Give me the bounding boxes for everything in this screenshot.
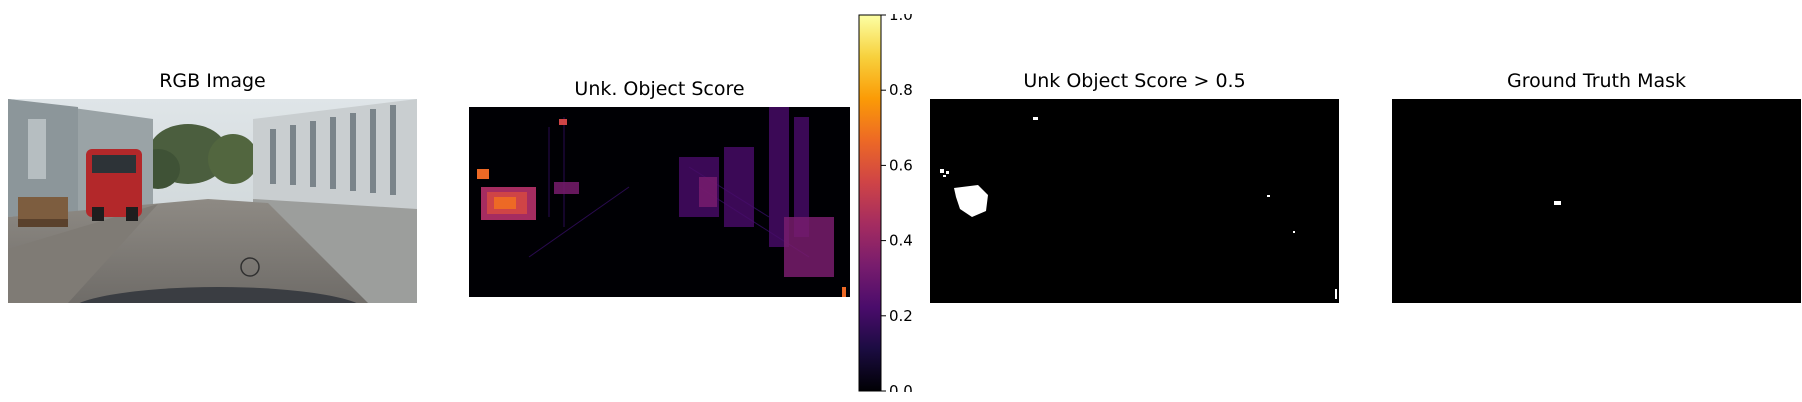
threshold-map bbox=[930, 99, 1339, 303]
threshold-map-title: Unk Object Score > 0.5 bbox=[930, 70, 1339, 92]
threshold-map-canvas bbox=[930, 99, 1339, 303]
ground-truth-canvas bbox=[1392, 99, 1801, 303]
rgb-image-canvas bbox=[8, 99, 417, 303]
colorbar-tick-label: 0.8 bbox=[889, 81, 913, 99]
score-heatmap bbox=[469, 107, 850, 297]
score-heatmap-canvas bbox=[469, 107, 850, 297]
colorbar-tick-label: 0.2 bbox=[889, 307, 913, 325]
score-map-title: Unk. Object Score bbox=[469, 78, 850, 100]
ground-truth-mask bbox=[1392, 99, 1801, 303]
rgb-image-title: RGB Image bbox=[8, 70, 417, 92]
rgb-image bbox=[8, 99, 417, 303]
ground-truth-title: Ground Truth Mask bbox=[1392, 70, 1801, 92]
colorbar: 0.0 0.2 0.4 0.6 0.8 1.0 bbox=[858, 14, 918, 392]
colorbar-tick-label: 0.6 bbox=[889, 156, 913, 174]
colorbar-tick-label: 0.4 bbox=[889, 232, 913, 250]
colorbar-canvas: 0.0 0.2 0.4 0.6 0.8 1.0 bbox=[858, 14, 918, 392]
colorbar-tick-label: 0.0 bbox=[889, 382, 913, 392]
colorbar-tick-label: 1.0 bbox=[889, 14, 913, 24]
colorbar-gradient bbox=[859, 15, 881, 391]
